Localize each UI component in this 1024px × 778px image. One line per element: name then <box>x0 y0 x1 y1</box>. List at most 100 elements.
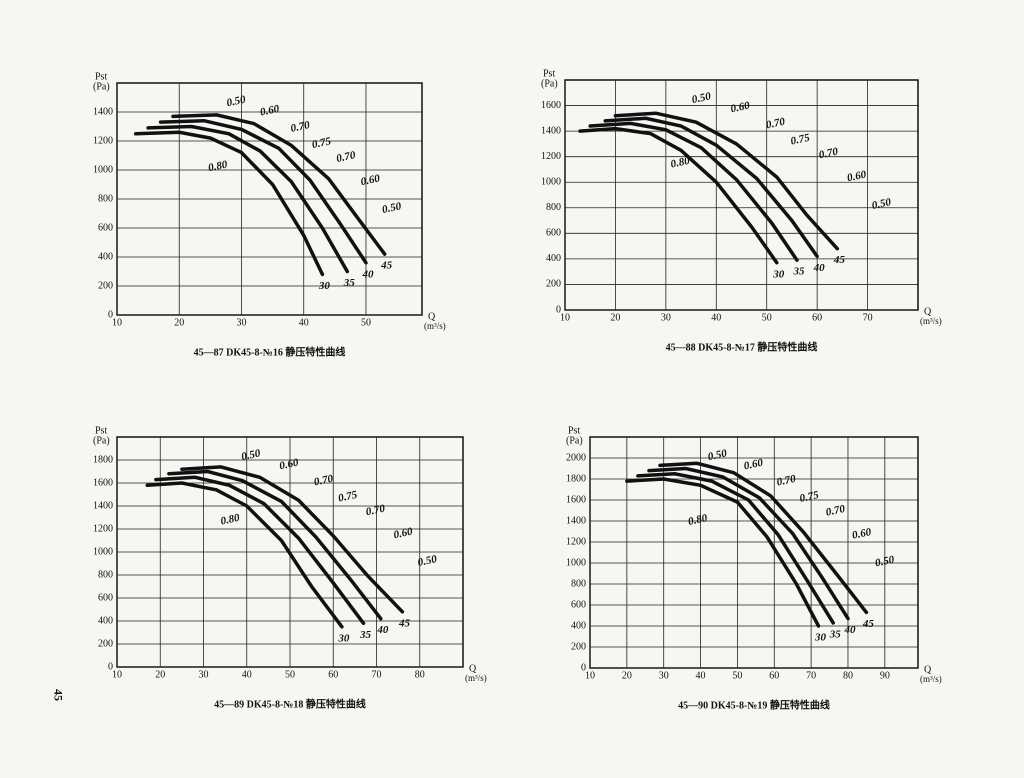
x-tick-label: 40 <box>299 317 309 328</box>
x-tick-label: 50 <box>762 312 772 323</box>
x-tick-label: 20 <box>622 670 632 681</box>
y-tick-label: 1000 <box>93 546 113 557</box>
angle-label: 30 <box>772 268 785 280</box>
y-tick-label: 1800 <box>566 473 586 484</box>
y-tick-label: 600 <box>98 592 113 603</box>
y-tick-label: 600 <box>571 599 586 610</box>
x-tick-label: 30 <box>659 670 669 681</box>
y-label: Pst <box>95 71 107 82</box>
efficiency-label: 0.60 <box>851 526 873 542</box>
caption: 45—90 DK45-8-№19 静压特性曲线 <box>678 698 830 711</box>
y-tick-label: 0 <box>581 662 586 673</box>
y-unit: (Pa) <box>93 81 110 92</box>
y-tick-label: 1400 <box>93 106 113 117</box>
y-tick-label: 400 <box>546 253 561 264</box>
y-tick-label: 600 <box>546 228 561 239</box>
y-tick-label: 1200 <box>541 151 561 162</box>
efficiency-label: 0.70 <box>776 473 798 489</box>
x-tick-label: 50 <box>732 670 742 681</box>
caption: 45—88 DK45-8-№17 静压特性曲线 <box>666 340 818 353</box>
angle-label: 40 <box>376 624 389 636</box>
y-tick-label: 1000 <box>541 177 561 188</box>
efficiency-label: 0.80 <box>207 158 229 174</box>
angle-label: 30 <box>814 632 827 644</box>
efficiency-label: 0.60 <box>360 172 382 188</box>
x-tick-label: 30 <box>236 317 246 328</box>
efficiency-label: 0.60 <box>846 168 868 184</box>
x-tick-label: 30 <box>661 312 671 323</box>
efficiency-label: 0.80 <box>219 512 241 528</box>
angle-label: 35 <box>829 628 842 640</box>
y-tick-label: 0 <box>556 304 561 315</box>
y-tick-label: 800 <box>546 202 561 213</box>
efficiency-label: 0.50 <box>874 554 896 570</box>
y-tick-label: 1400 <box>541 125 561 136</box>
x-unit: (m³/s) <box>424 321 446 331</box>
angle-label: 45 <box>833 254 846 266</box>
efficiency-label: 0.60 <box>392 525 414 541</box>
curve <box>167 469 383 621</box>
y-tick-label: 200 <box>546 279 561 290</box>
x-tick-label: 30 <box>199 669 209 680</box>
angle-label: 35 <box>359 629 372 641</box>
efficiency-label: 0.60 <box>278 456 300 472</box>
y-tick-label: 0 <box>108 309 113 320</box>
y-unit: (Pa) <box>566 435 583 446</box>
curve <box>146 124 350 274</box>
efficiency-label: 0.75 <box>790 132 812 148</box>
efficiency-label: 0.50 <box>871 196 893 212</box>
x-tick-label: 90 <box>880 670 890 681</box>
x-tick-label: 70 <box>806 670 816 681</box>
efficiency-label: 0.50 <box>417 553 439 569</box>
y-tick-label: 800 <box>98 569 113 580</box>
x-label: Q <box>428 311 436 322</box>
efficiency-label: 0.50 <box>240 447 262 463</box>
y-label: Pst <box>95 425 107 436</box>
x-tick-label: 40 <box>696 670 706 681</box>
y-tick-label: 1000 <box>566 557 586 568</box>
efficiency-label: 0.70 <box>335 149 357 165</box>
curve <box>636 472 835 625</box>
y-tick-label: 1200 <box>566 536 586 547</box>
x-unit: (m³/s) <box>465 673 487 683</box>
angle-label: 30 <box>318 280 331 292</box>
efficiency-label: 0.80 <box>687 512 709 528</box>
efficiency-label: 0.75 <box>311 135 333 151</box>
y-tick-label: 1600 <box>541 100 561 111</box>
y-tick-label: 1600 <box>566 494 586 505</box>
y-tick-label: 400 <box>571 620 586 631</box>
y-tick-label: 1200 <box>93 135 113 146</box>
efficiency-label: 0.50 <box>381 200 403 216</box>
x-tick-label: 80 <box>843 670 853 681</box>
y-tick-label: 1400 <box>93 500 113 511</box>
y-tick-label: 1200 <box>93 523 113 534</box>
x-tick-label: 50 <box>285 669 295 680</box>
efficiency-label: 0.60 <box>259 103 281 119</box>
x-label: Q <box>924 664 932 675</box>
x-tick-label: 50 <box>361 317 371 328</box>
y-tick-label: 200 <box>98 280 113 291</box>
x-tick-label: 60 <box>328 669 338 680</box>
y-tick-label: 400 <box>98 251 113 262</box>
efficiency-label: 0.70 <box>313 473 335 489</box>
angle-label: 40 <box>843 624 856 636</box>
curve <box>171 113 387 256</box>
efficiency-label: 0.50 <box>225 93 247 109</box>
y-tick-label: 1800 <box>93 454 113 465</box>
curve <box>154 475 366 626</box>
angle-label: 40 <box>813 262 826 274</box>
angle-label: 45 <box>398 617 411 629</box>
x-tick-label: 20 <box>174 317 184 328</box>
efficiency-label: 0.70 <box>365 502 387 518</box>
efficiency-label: 0.60 <box>743 457 765 473</box>
curve <box>158 118 368 265</box>
efficiency-label: 0.70 <box>818 145 840 161</box>
curve <box>145 481 344 629</box>
curve <box>578 126 779 265</box>
y-tick-label: 1600 <box>93 477 113 488</box>
y-tick-label: 2000 <box>566 452 586 463</box>
y-tick-label: 1000 <box>93 164 113 175</box>
y-tick-label: 0 <box>108 661 113 672</box>
x-unit: (m³/s) <box>920 674 942 684</box>
